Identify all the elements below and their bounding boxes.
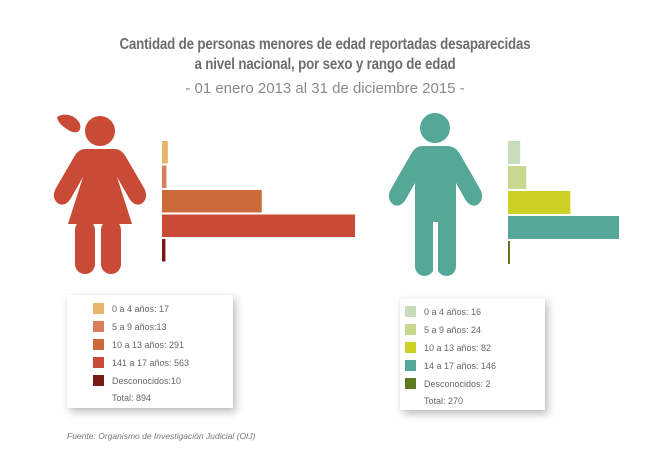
bar-male-1 — [508, 166, 527, 189]
legend-swatch — [93, 339, 104, 350]
legend-label: 10 a 13 años: 82 — [424, 342, 492, 353]
bar-female-3 — [162, 214, 355, 237]
legend-swatch — [405, 360, 416, 371]
legend-label: 10 a 13 años: 291 — [112, 339, 185, 350]
legend-swatch — [93, 303, 104, 314]
bars-male — [508, 141, 619, 264]
legend-swatch — [93, 321, 104, 332]
bar-male-3 — [508, 216, 619, 239]
legend-item: 14 a 17 años: 146 — [405, 360, 496, 371]
legend-item: 141 a 17 años: 563 — [93, 357, 189, 368]
source-note: Fuente: Organismo de Investigación Judic… — [67, 431, 256, 441]
girl-icon — [53, 114, 147, 274]
legend-item: 5 a 9 años: 24 — [405, 324, 481, 335]
legend-swatch — [405, 306, 416, 317]
legend-item: Desconocidos:10 — [93, 375, 181, 386]
legend-male: 0 a 4 años: 16 5 a 9 años: 24 10 a 13 añ… — [400, 298, 545, 410]
legend-swatch — [405, 342, 416, 353]
legend-item: Desconocidos: 2 — [405, 378, 491, 389]
legend-swatch — [93, 375, 104, 386]
boy-icon — [388, 113, 483, 276]
legend-item: 10 a 13 años: 291 — [93, 339, 184, 350]
legend-label: 5 a 9 años:13 — [112, 321, 167, 332]
legend-label: 0 a 4 años: 17 — [112, 303, 170, 314]
bar-male-2 — [508, 191, 571, 214]
legend-item: 0 a 4 años: 17 — [93, 303, 169, 314]
legend-item: 10 a 13 años: 82 — [405, 342, 491, 353]
bar-female-2 — [162, 190, 262, 213]
chart-title-line2: a nivel nacional, por sexo y rango de ed… — [194, 56, 456, 73]
chart-subtitle: - 01 enero 2013 al 31 de diciembre 2015 … — [185, 80, 465, 97]
legend-total: Total: 270 — [424, 396, 464, 406]
legend-label: 14 a 17 años: 146 — [424, 360, 497, 371]
legend-label: 141 a 17 años: 563 — [112, 357, 190, 368]
legend-swatch — [93, 357, 104, 368]
bar-male-0 — [508, 141, 521, 164]
legend-label: 5 a 9 años: 24 — [424, 324, 482, 335]
legend-item: 5 a 9 años:13 — [93, 321, 167, 332]
bar-female-4 — [162, 239, 166, 262]
legend-female: 0 a 4 años: 17 5 a 9 años:13 10 a 13 año… — [67, 295, 233, 408]
legend-label: Desconocidos: 2 — [424, 378, 491, 389]
bar-female-1 — [162, 165, 167, 188]
chart-title-line1: Cantidad de personas menores de edad rep… — [119, 36, 531, 53]
bars-female — [162, 141, 355, 262]
legend-item: 0 a 4 años: 16 — [405, 306, 481, 317]
legend-swatch — [405, 324, 416, 335]
legend-label: 0 a 4 años: 16 — [424, 306, 482, 317]
legend-total: Total: 894 — [112, 393, 152, 403]
legend-swatch — [405, 378, 416, 389]
legend-label: Desconocidos:10 — [112, 375, 182, 386]
bar-female-0 — [162, 141, 168, 164]
bar-male-4 — [508, 241, 510, 264]
